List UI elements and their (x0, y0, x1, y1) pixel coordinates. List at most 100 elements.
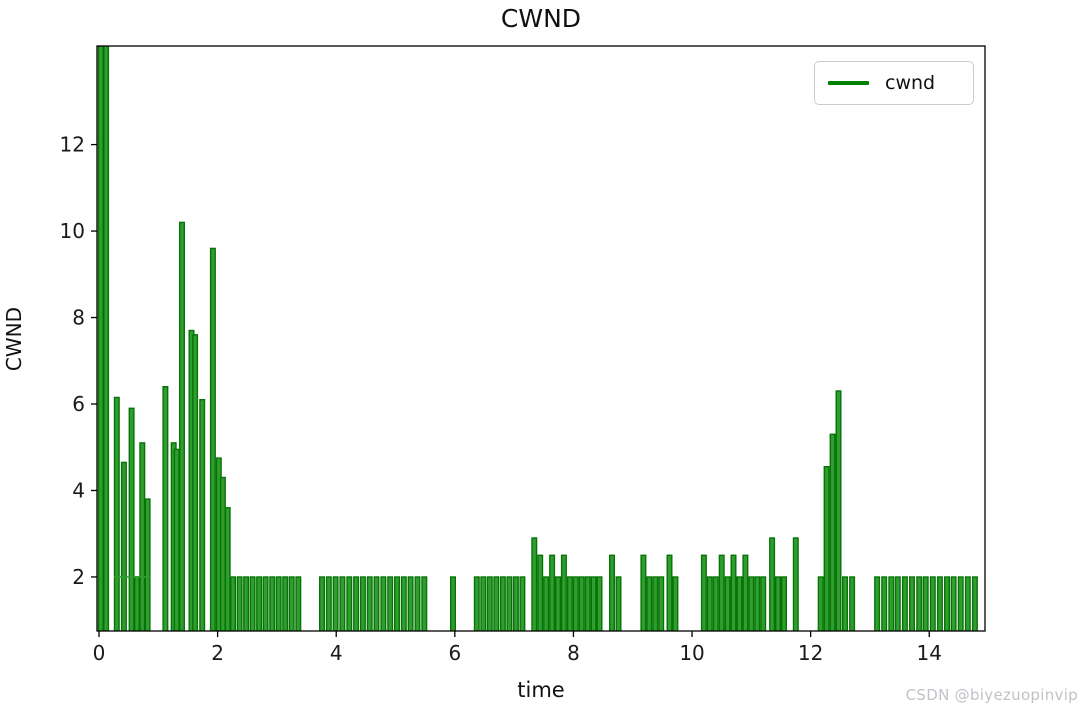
cwnd-bar (950, 576, 957, 631)
y-axis-label: CWND (2, 306, 26, 372)
cwnd-bar (173, 448, 180, 631)
cwnd-bar (894, 576, 901, 631)
cwnd-bar (256, 576, 263, 631)
cwnd-bar (543, 576, 550, 631)
cwnd-bar (666, 554, 673, 631)
cwnd-bar (769, 537, 776, 631)
watermark: CSDN @biyezuopinvip (905, 686, 1078, 704)
cwnd-bar (219, 476, 226, 631)
x-tick-label: 12 (798, 641, 823, 665)
cwnd-bar (560, 554, 567, 631)
cwnd-bar (957, 576, 964, 631)
cwnd-bar (537, 554, 544, 631)
x-tick-label: 8 (567, 641, 580, 665)
cwnd-bar (578, 576, 585, 631)
cwnd-bar (269, 576, 276, 631)
x-tick-label: 2 (211, 641, 224, 665)
cwnd-bar (792, 537, 799, 631)
cwnd-bar (120, 461, 127, 631)
cwnd-bar (480, 576, 487, 631)
cwnd-bar (249, 576, 256, 631)
cwnd-bar (700, 554, 707, 631)
cwnd-bar (519, 576, 526, 631)
cwnd-bar (133, 576, 140, 631)
cwnd-bar (736, 576, 743, 631)
y-tick-label: 2 (72, 565, 85, 589)
cwnd-bar (199, 399, 206, 631)
y-tick-label: 6 (72, 392, 85, 416)
cwnd-bar (929, 576, 936, 631)
cwnd-bar (823, 466, 830, 631)
x-tick-label: 14 (917, 641, 942, 665)
cwnd-bar (407, 576, 414, 631)
cwnd-bar (128, 407, 135, 631)
cwnd-bar (835, 390, 842, 631)
cwnd-bar (901, 576, 908, 631)
cwnd-bar (243, 576, 250, 631)
cwnd-bar (555, 576, 562, 631)
cwnd-bar (944, 576, 951, 631)
cwnd-bar (262, 576, 269, 631)
cwnd-bar (506, 576, 513, 631)
cwnd-bar (829, 433, 836, 631)
cwnd-bar (387, 576, 394, 631)
cwnd-bar (615, 576, 622, 631)
cwnd-bar (421, 576, 428, 631)
cwnd-bar (909, 576, 916, 631)
cwnd-bar (849, 576, 856, 631)
cwnd-bar (229, 576, 236, 631)
cwnd-bar (394, 576, 401, 631)
cwnd-bar (450, 576, 457, 631)
cwnd-bar (295, 576, 302, 631)
cwnd-bar (724, 576, 731, 631)
cwnd-bar (162, 386, 169, 631)
x-tick-label: 6 (448, 641, 461, 665)
cwnd-bar (971, 576, 978, 631)
cwnd-bar (192, 334, 199, 631)
cwnd-bar (282, 576, 289, 631)
cwnd-bar (640, 554, 647, 631)
cwnd-bar (760, 576, 767, 631)
cwnd-bar (646, 576, 653, 631)
cwnd-bar (499, 576, 506, 631)
cwnd-bar (590, 576, 597, 631)
cwnd-bar (817, 576, 824, 631)
cwnd-bar (380, 576, 387, 631)
cwnd-bar (473, 576, 480, 631)
cwnd-bar (730, 554, 737, 631)
cwnd-bar (353, 576, 360, 631)
cwnd-bar (672, 576, 679, 631)
cwnd-bar (775, 576, 782, 631)
cwnd-bar (742, 554, 749, 631)
cwnd-bar (178, 221, 185, 631)
cwnd-bar (658, 576, 665, 631)
cwnd-bar (718, 554, 725, 631)
cwnd-bar (531, 537, 538, 631)
cwnd-bar (325, 576, 332, 631)
cwnd-bar (566, 576, 573, 631)
cwnd-bar (346, 576, 353, 631)
x-tick-label: 10 (679, 641, 704, 665)
cwnd-bar (596, 576, 603, 631)
cwnd-bar (748, 576, 755, 631)
cwnd-bar (288, 576, 295, 631)
cwnd-bar (842, 576, 849, 631)
cwnd-bar (881, 576, 888, 631)
cwnd-bar (964, 576, 971, 631)
cwnd-bar (712, 576, 719, 631)
cwnd-bar (706, 576, 713, 631)
cwnd-bar (652, 576, 659, 631)
cwnd-bar (224, 507, 231, 631)
cwnd-bar (916, 576, 923, 631)
cwnd-bar (584, 576, 591, 631)
cwnd-bar (139, 442, 146, 631)
cwnd-bar (922, 576, 929, 631)
y-tick-label: 8 (72, 306, 85, 330)
cwnd-bar (549, 554, 556, 631)
cwnd-bar (144, 498, 151, 631)
x-tick-label: 4 (330, 641, 343, 665)
cwnd-bar (332, 576, 339, 631)
cwnd-bar (874, 576, 881, 631)
